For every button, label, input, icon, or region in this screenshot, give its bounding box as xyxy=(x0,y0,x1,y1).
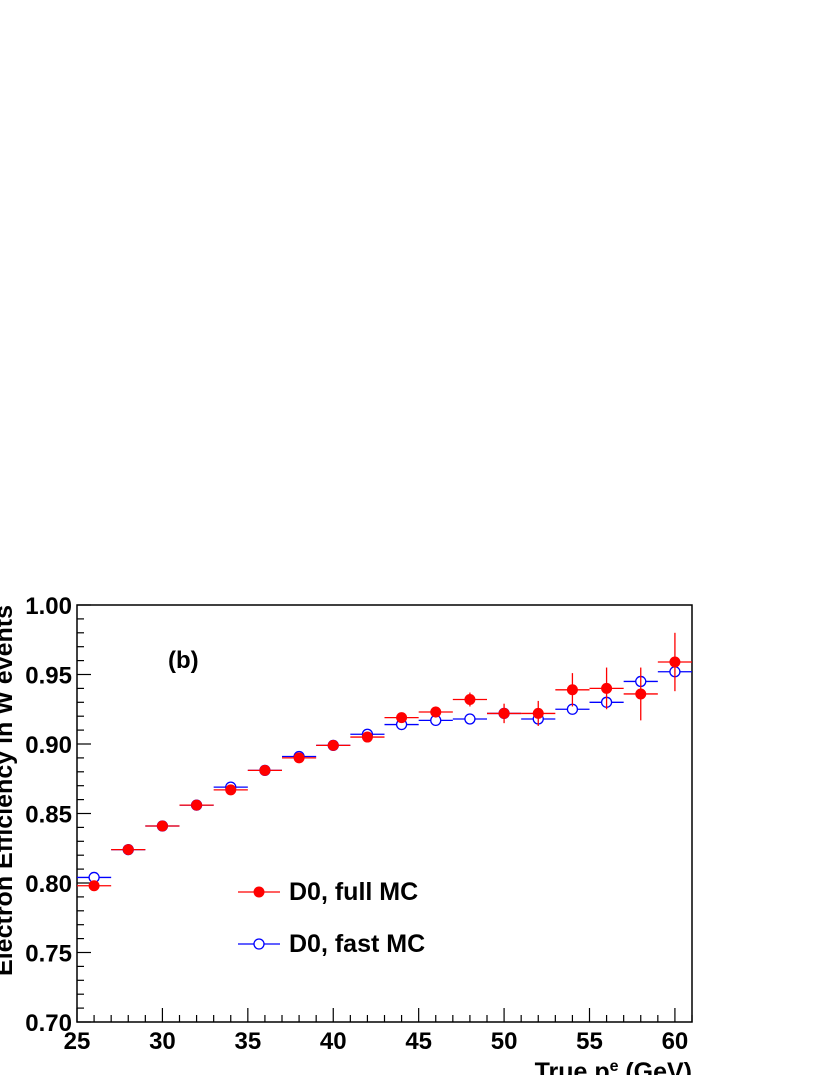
data-point xyxy=(669,656,681,668)
y-tick-label: 0.75 xyxy=(25,941,72,968)
x-tick-label: 55 xyxy=(576,1028,603,1055)
data-series xyxy=(77,632,692,892)
data-point xyxy=(464,694,476,706)
x-axis-title-sub: T xyxy=(610,1073,620,1075)
x-tick-label: 60 xyxy=(662,1028,689,1055)
x-axis-ticks: 25 30 35 40 45 50 55 60 xyxy=(64,1008,693,1055)
y-tick-label: 0.70 xyxy=(25,1010,72,1037)
x-axis-title: True peT (GeV) xyxy=(535,1058,692,1075)
x-axis-title-sup: e xyxy=(610,1058,619,1075)
data-point xyxy=(122,844,134,856)
x-tick-label: 50 xyxy=(491,1028,518,1055)
legend-full-mc-label: D0, full MC xyxy=(289,878,418,906)
data-point xyxy=(430,706,442,718)
y-tick-label: 0.85 xyxy=(25,802,72,829)
x-axis-title-main: True p xyxy=(535,1058,610,1075)
data-point xyxy=(464,713,476,725)
y-tick-label: 0.80 xyxy=(25,871,72,898)
x-tick-label: 30 xyxy=(149,1028,176,1055)
y-axis-ticks: 0.70 0.75 0.80 0.85 0.90 0.95 1.00 xyxy=(25,593,91,1037)
x-axis-title-unit: (GeV) xyxy=(625,1058,692,1075)
legend-fast-mc-label: D0, fast MC xyxy=(289,930,425,958)
y-tick-label: 0.90 xyxy=(25,732,72,759)
y-tick-label: 1.00 xyxy=(25,593,72,620)
y-tick-label: 0.95 xyxy=(25,663,72,690)
data-point xyxy=(601,682,613,694)
y-axis-title: Electron Efficiency in W events xyxy=(0,605,18,976)
data-point xyxy=(566,684,578,696)
data-point xyxy=(191,799,203,811)
data-point xyxy=(259,764,271,776)
data-point xyxy=(532,707,544,719)
data-point xyxy=(293,752,305,764)
legend: D0, full MC D0, fast MC xyxy=(238,878,425,958)
data-point xyxy=(635,688,647,700)
legend-fast-mc-marker xyxy=(253,938,265,950)
x-tick-label: 45 xyxy=(405,1028,432,1055)
data-point xyxy=(361,731,373,743)
x-tick-label: 35 xyxy=(234,1028,261,1055)
data-point xyxy=(327,739,339,751)
x-tick-label: 40 xyxy=(320,1028,347,1055)
series-full-mc xyxy=(77,632,692,892)
data-point xyxy=(88,880,100,892)
data-point xyxy=(156,820,168,832)
x-tick-label: 25 xyxy=(64,1028,91,1055)
data-point xyxy=(498,707,510,719)
legend-full-mc-marker xyxy=(253,886,265,898)
series-fast-mc xyxy=(77,666,692,884)
data-point xyxy=(225,784,237,796)
panel-label: (b) xyxy=(168,647,199,674)
data-point xyxy=(396,712,408,724)
